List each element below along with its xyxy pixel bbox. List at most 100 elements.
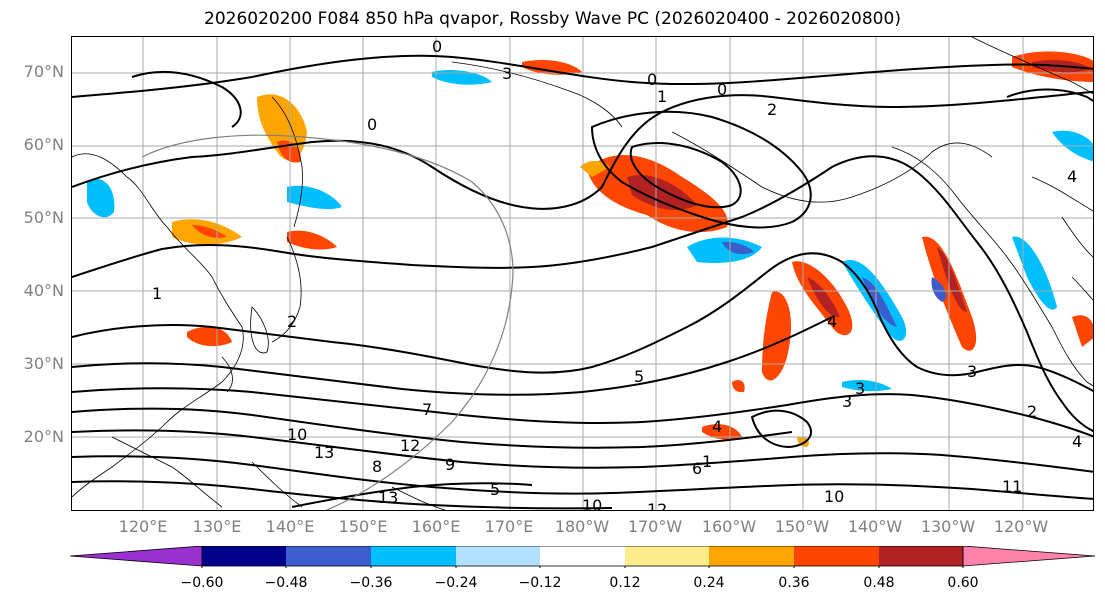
lon-label-140w: 140°W bbox=[847, 517, 903, 536]
colorbar-bin bbox=[540, 546, 625, 566]
lon-label-130e: 130°E bbox=[192, 517, 242, 536]
colorbar-tick-label: −0.36 bbox=[349, 575, 393, 591]
colorbar-tick-label: 0.24 bbox=[693, 575, 725, 591]
lat-label-70n: 70°N bbox=[23, 62, 64, 81]
lat-label-50n: 50°N bbox=[23, 208, 64, 227]
contour-label: 3 bbox=[855, 379, 865, 398]
colorbar-bin bbox=[371, 546, 456, 566]
colorbar-tick-label: 0.60 bbox=[947, 575, 979, 591]
colorbar-bin bbox=[709, 546, 794, 566]
contour-label: 3 bbox=[502, 64, 512, 83]
lon-label-160e: 160°E bbox=[411, 517, 461, 536]
negative-anomaly-region bbox=[842, 379, 892, 392]
colorbar-tick-label: 0.36 bbox=[778, 575, 810, 591]
negative-anomaly-region bbox=[687, 237, 762, 264]
positive-anomaly-region bbox=[807, 277, 840, 318]
negative-anomaly-region bbox=[432, 70, 492, 85]
lat-label-40n: 40°N bbox=[23, 281, 64, 300]
lon-label-150w: 150°W bbox=[774, 517, 830, 536]
region-outline bbox=[141, 134, 514, 510]
lon-label-140e: 140°E bbox=[265, 517, 315, 536]
contour-label: 10 bbox=[582, 496, 602, 511]
contour-label: 3 bbox=[842, 392, 852, 411]
contour-label: 11 bbox=[1002, 477, 1022, 496]
lon-label-120w: 120°W bbox=[993, 517, 1049, 536]
colorbar-tick-label: −0.60 bbox=[180, 575, 224, 591]
contour-label: 0 bbox=[432, 37, 442, 56]
colorbar-tick-label: 0.48 bbox=[863, 575, 895, 591]
negative-anomaly-region bbox=[862, 277, 897, 327]
contour-label: 10 bbox=[287, 425, 307, 444]
anomaly-shading bbox=[87, 51, 1093, 447]
contour-label: 0 bbox=[367, 115, 377, 134]
contour-label: 3 bbox=[967, 362, 977, 381]
contour-label: 9 bbox=[445, 455, 455, 474]
positive-anomaly-region bbox=[732, 380, 745, 393]
contour-label: 2 bbox=[767, 100, 777, 119]
contour-label: 4 bbox=[827, 312, 837, 331]
lon-label-120e: 120°E bbox=[118, 517, 168, 536]
positive-anomaly-region bbox=[702, 424, 742, 440]
contour-label: 1 bbox=[702, 452, 712, 471]
lon-label-130w: 130°W bbox=[920, 517, 976, 536]
qvapor-contours bbox=[72, 54, 1093, 510]
contour-label: 13 bbox=[314, 443, 334, 462]
lat-label-60n: 60°N bbox=[23, 135, 64, 154]
colorbar-bin bbox=[456, 546, 540, 566]
contour-label: 5 bbox=[490, 480, 500, 499]
lon-label-170e: 170°E bbox=[484, 517, 534, 536]
contour-label: 4 bbox=[1072, 432, 1082, 451]
contour-label: 6 bbox=[692, 459, 702, 478]
contour-label: 2 bbox=[1027, 402, 1037, 421]
contour-label: 4 bbox=[1067, 167, 1077, 186]
contour-label: 8 bbox=[372, 457, 382, 476]
colorbar-bin bbox=[202, 546, 286, 566]
contour-label: 1 bbox=[152, 284, 162, 303]
positive-anomaly-region bbox=[1072, 315, 1093, 347]
map-canvas: 0 0 1 0 2 3 0 5 7 10 13 12 9 13 8 6 5 10… bbox=[72, 37, 1093, 511]
contour-label: 2 bbox=[287, 312, 297, 331]
lon-label-150e: 150°E bbox=[338, 517, 388, 536]
contour-label: 5 bbox=[634, 367, 644, 386]
colorbar-extend-max bbox=[962, 546, 1096, 567]
contour-label: 12 bbox=[400, 436, 420, 455]
colorbar-extend-min bbox=[70, 546, 203, 567]
graticule bbox=[72, 37, 1093, 510]
lon-label-170w: 170°W bbox=[627, 517, 683, 536]
contour-labels: 0 0 1 0 2 3 0 5 7 10 13 12 9 13 8 6 5 10… bbox=[152, 37, 1082, 511]
colorbar bbox=[70, 546, 1096, 568]
lat-label-20n: 20°N bbox=[23, 427, 64, 446]
negative-anomaly-region bbox=[931, 277, 947, 302]
colorbar-tick-label: −0.48 bbox=[264, 575, 308, 591]
positive-anomaly-region bbox=[187, 326, 232, 347]
positive-anomaly-region bbox=[762, 291, 792, 381]
colorbar-tick-label: 0.12 bbox=[609, 575, 641, 591]
lon-label-160w: 160°W bbox=[701, 517, 757, 536]
contour-label: 7 bbox=[422, 400, 432, 419]
positive-anomaly-region bbox=[580, 161, 610, 177]
positive-anomaly-region bbox=[522, 60, 582, 75]
contour-label: 0 bbox=[647, 70, 657, 89]
negative-anomaly-region bbox=[87, 178, 115, 218]
colorbar-bin bbox=[879, 546, 963, 566]
colorbar-bin bbox=[794, 546, 879, 566]
positive-anomaly-region bbox=[192, 225, 227, 238]
contour-label: 1 bbox=[657, 87, 667, 106]
contour-label: 13 bbox=[378, 488, 398, 507]
contour-label: 4 bbox=[712, 417, 722, 436]
colorbar-bin bbox=[286, 546, 371, 566]
contour-label: 10 bbox=[824, 487, 844, 506]
colorbar-tick-label: −0.24 bbox=[434, 575, 478, 591]
colorbar-bin bbox=[625, 546, 709, 566]
lon-label-180w: 180°W bbox=[554, 517, 610, 536]
positive-anomaly-region bbox=[287, 230, 337, 250]
positive-anomaly-region bbox=[627, 175, 697, 210]
positive-anomaly-region bbox=[937, 247, 967, 312]
map-panel: 0 0 1 0 2 3 0 5 7 10 13 12 9 13 8 6 5 10… bbox=[71, 36, 1094, 511]
chart-title: 2026020200 F084 850 hPa qvapor, Rossby W… bbox=[204, 9, 901, 29]
contour-label: 0 bbox=[717, 80, 727, 99]
colorbar-tick-label: −0.12 bbox=[518, 575, 562, 591]
contour-label: 12 bbox=[647, 500, 667, 511]
negative-anomaly-region bbox=[287, 185, 342, 210]
lat-label-30n: 30°N bbox=[23, 354, 64, 373]
